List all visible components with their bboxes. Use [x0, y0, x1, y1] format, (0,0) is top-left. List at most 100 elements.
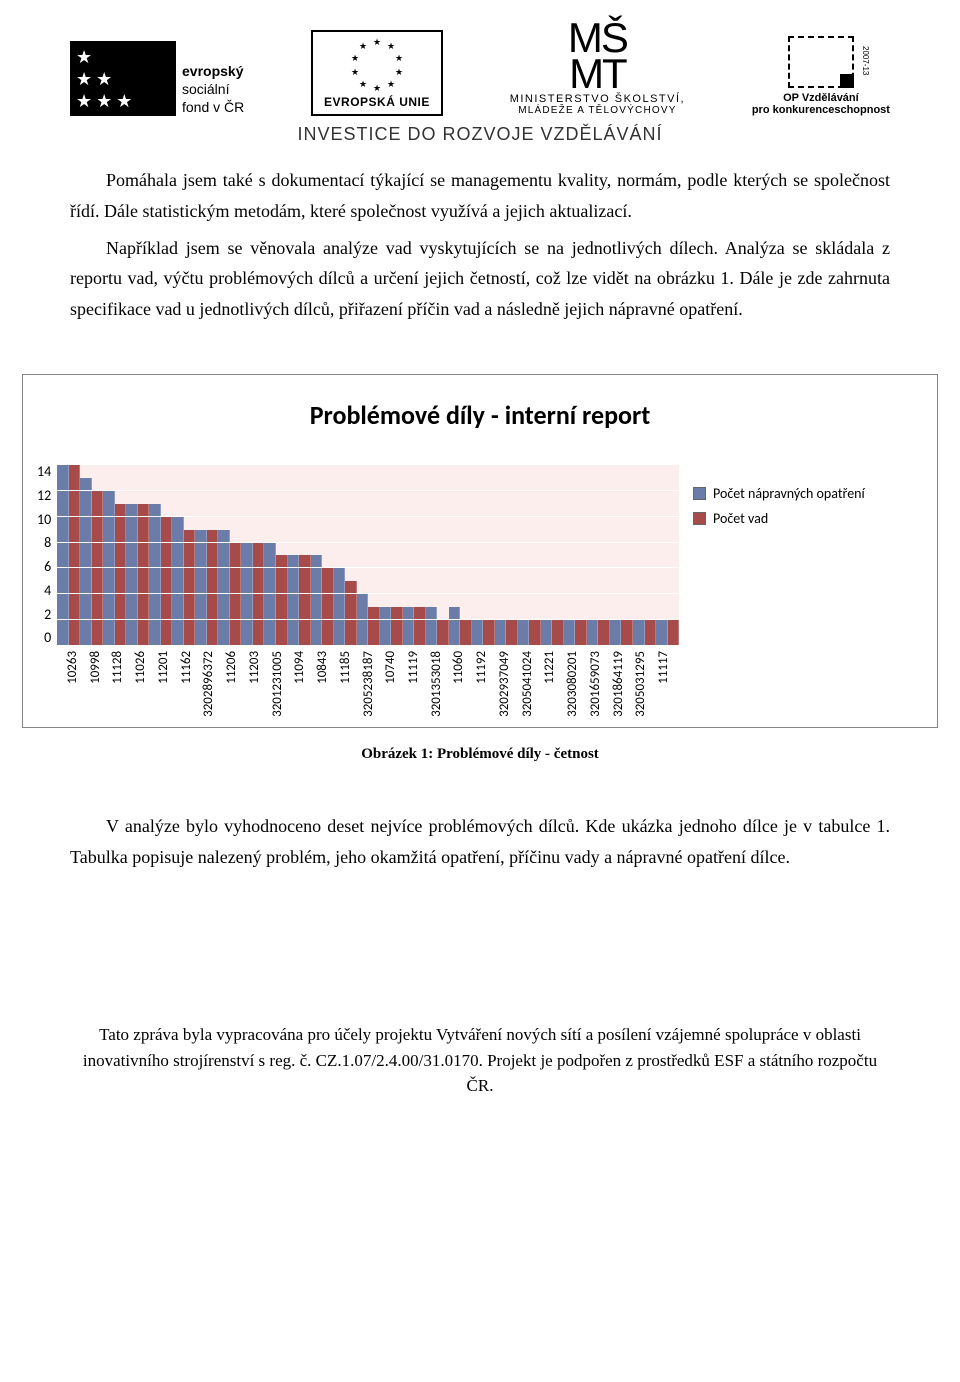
op-line1: OP Vzdělávání [752, 92, 890, 104]
bar-vad [506, 620, 518, 646]
y-tick: 8 [37, 536, 51, 550]
bar-vad [552, 620, 564, 646]
bar-napravna [311, 555, 323, 645]
bar-vad [207, 530, 219, 646]
bar-napravna [518, 620, 530, 646]
bar-napravna [403, 607, 415, 646]
bar-vad [460, 620, 472, 646]
x-tick: 3203080201 [565, 651, 588, 719]
bar-vad [92, 491, 104, 645]
bar-napravna [149, 504, 161, 645]
y-tick: 6 [37, 560, 51, 574]
x-tick: 3205041024 [520, 651, 543, 719]
bar-napravna [264, 543, 276, 646]
y-tick: 2 [37, 608, 51, 622]
x-tick: 11206 [224, 651, 247, 719]
bar-napravna [541, 620, 553, 646]
paragraph-3: V analýze bylo vyhodnoceno deset nejvíce… [70, 811, 890, 872]
bar-vad [161, 517, 173, 646]
esf-line1: evropský [182, 62, 244, 80]
bar-napravna [495, 620, 507, 646]
x-tick: 10843 [315, 651, 338, 719]
eu-logo: ★★ ★★ ★★ ★★ ★★ EVROPSKÁ UNIE [311, 30, 443, 116]
op-icon: 2007-13 [788, 36, 854, 88]
esf-logo: ★ ★★ ★★★ evropský sociální fond v ČR [70, 41, 244, 116]
bar-vad [230, 543, 242, 646]
x-tick: 3205031295 [633, 651, 656, 719]
bar-napravna [103, 491, 115, 645]
x-tick: 3202937049 [497, 651, 520, 719]
esf-line3: fond v ČR [182, 98, 244, 116]
legend-swatch-icon [693, 487, 706, 500]
bar-vad [115, 504, 127, 645]
header-tagline: INVESTICE DO ROZVOJE VZDĚLÁVÁNÍ [70, 124, 890, 145]
bar-vad [598, 620, 610, 646]
bar-napravna [449, 607, 461, 646]
bar-napravna [334, 568, 346, 645]
bar-napravna [380, 607, 392, 646]
x-tick: 11185 [338, 651, 361, 719]
y-tick: 10 [37, 513, 51, 527]
x-tick: 3201659073 [588, 651, 611, 719]
op-logo: 2007-13 OP Vzdělávání pro konkurencescho… [752, 36, 890, 116]
footer-text: Tato zpráva byla vypracována pro účely p… [70, 1022, 890, 1099]
esf-line2: sociální [182, 80, 244, 98]
bar-vad [322, 568, 334, 645]
bar-vad [437, 620, 449, 646]
bar-vad [184, 530, 196, 646]
eu-label: EVROPSKÁ UNIE [324, 95, 430, 109]
bar-vad [668, 620, 680, 646]
paragraph-1: Pomáhala jsem také s dokumentací týkajíc… [70, 165, 890, 226]
bar-napravna [241, 543, 253, 646]
x-tick: 11119 [406, 651, 429, 719]
chart-container: Problémové díly - interní report 1412108… [22, 374, 938, 728]
bar-napravna [80, 478, 92, 645]
chart-x-axis: 1026310998111281102611201111623202896372… [65, 651, 679, 719]
legend-swatch-icon [693, 512, 706, 525]
bar-vad [253, 543, 265, 646]
y-tick: 4 [37, 584, 51, 598]
x-tick: 3201231005 [270, 651, 293, 719]
esf-mark-icon: ★ ★★ ★★★ [70, 41, 176, 116]
paragraph-2: Například jsem se věnovala analýze vad v… [70, 233, 890, 325]
msmt-icon: MŠ MT [510, 20, 685, 91]
x-tick: 11094 [292, 651, 315, 719]
y-tick: 14 [37, 465, 51, 479]
bar-napravna [564, 620, 576, 646]
chart-plot [57, 465, 679, 645]
op-line2: pro konkurenceschopnost [752, 104, 890, 116]
y-tick: 12 [37, 489, 51, 503]
msmt-line1: MINISTERSTVO ŠKOLSTVÍ, [510, 93, 685, 105]
bar-vad [414, 607, 426, 646]
x-tick: 3202896372 [201, 651, 224, 719]
chart-legend: Počet nápravných opatřeníPočet vad [679, 465, 923, 535]
chart-caption: Obrázek 1: Problémové díly - četnost [70, 746, 890, 763]
x-tick: 3201864119 [611, 651, 634, 719]
x-tick: 11060 [451, 651, 474, 719]
bar-vad [575, 620, 587, 646]
bar-napravna [610, 620, 622, 646]
msmt-line2: MLÁDEŽE A TĚLOVÝCHOVY [510, 105, 685, 116]
bar-vad [299, 555, 311, 645]
bar-napravna [656, 620, 668, 646]
bar-vad [391, 607, 403, 646]
x-tick: 11117 [656, 651, 679, 719]
bar-vad [345, 581, 357, 645]
y-tick: 0 [37, 631, 51, 645]
header-logos: ★ ★★ ★★★ evropský sociální fond v ČR ★★ … [70, 20, 890, 116]
x-tick: 11026 [133, 651, 156, 719]
bar-vad [483, 620, 495, 646]
body-text-2: V analýze bylo vyhodnoceno deset nejvíce… [70, 811, 890, 872]
x-tick: 3201353018 [429, 651, 452, 719]
x-tick: 11192 [474, 651, 497, 719]
legend-item: Počet nápravných opatření [693, 485, 923, 502]
bar-vad [276, 555, 288, 645]
bar-napravna [426, 607, 438, 646]
x-tick: 3205238187 [361, 651, 384, 719]
x-tick: 10998 [88, 651, 111, 719]
x-tick: 11128 [110, 651, 133, 719]
x-tick: 10740 [383, 651, 406, 719]
bar-napravna [587, 620, 599, 646]
legend-label: Počet nápravných opatření [713, 485, 865, 502]
bar-vad [645, 620, 657, 646]
